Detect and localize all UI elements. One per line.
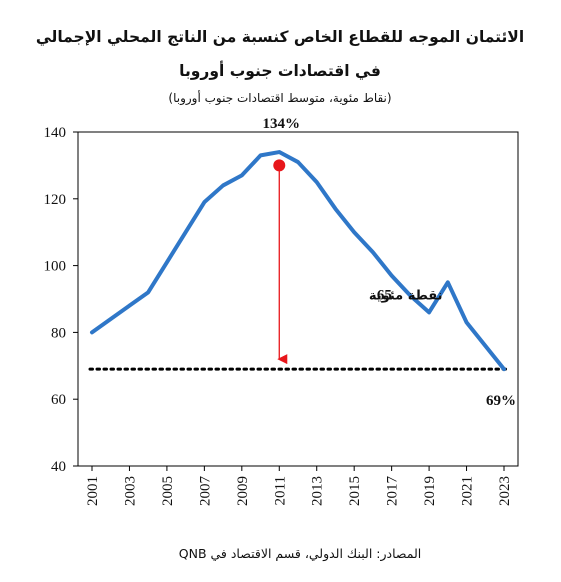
x-tick-label: 2019 <box>422 476 438 506</box>
chart-subtitle: (نقاط مئوية، متوسط اقتصادات جنوب أوروبا) <box>168 90 391 106</box>
y-axis: 40 60 80 100 120 140 <box>44 125 78 475</box>
x-tick-label: 2009 <box>235 476 251 506</box>
plot-area <box>77 131 519 467</box>
x-tick-label: 2015 <box>347 476 363 506</box>
y-tick-label: 140 <box>44 125 67 141</box>
y-tick-label: 120 <box>44 192 67 208</box>
x-tick-label: 2023 <box>497 476 513 506</box>
x-tick-label: 2007 <box>197 476 213 507</box>
source-note: المصادر: البنك الدولي، قسم الاقتصاد في Q… <box>179 546 421 562</box>
y-tick-label: 80 <box>51 325 66 341</box>
x-tick-label: 2011 <box>272 476 288 505</box>
x-tick-label: 2005 <box>160 476 176 506</box>
gap-value-label: 65 <box>377 288 392 304</box>
peak-label: 134% <box>263 116 301 132</box>
chart-title-line2: في اقتصادات جنوب أوروبا <box>179 61 381 81</box>
peak-marker <box>273 159 286 172</box>
end-label: 69% <box>486 393 516 409</box>
x-tick-label: 2013 <box>310 476 326 506</box>
chart-title-line1: الائتمان الموجه للقطاع الخاص كنسبة من ال… <box>36 28 524 47</box>
x-tick-label: 2017 <box>385 476 401 507</box>
series-line <box>90 150 506 372</box>
x-tick-label: 2001 <box>85 476 101 506</box>
x-tick-label: 2003 <box>122 476 138 506</box>
x-axis: 2001 2003 2005 2007 2009 2011 2013 2015 2017 2019… <box>85 466 513 506</box>
y-tick-label: 60 <box>51 392 66 408</box>
y-tick-label: 100 <box>44 259 67 275</box>
x-tick-label: 2021 <box>460 476 476 506</box>
gap-text-label: نقطة مئوية <box>369 289 443 304</box>
y-tick-label: 40 <box>51 459 66 475</box>
